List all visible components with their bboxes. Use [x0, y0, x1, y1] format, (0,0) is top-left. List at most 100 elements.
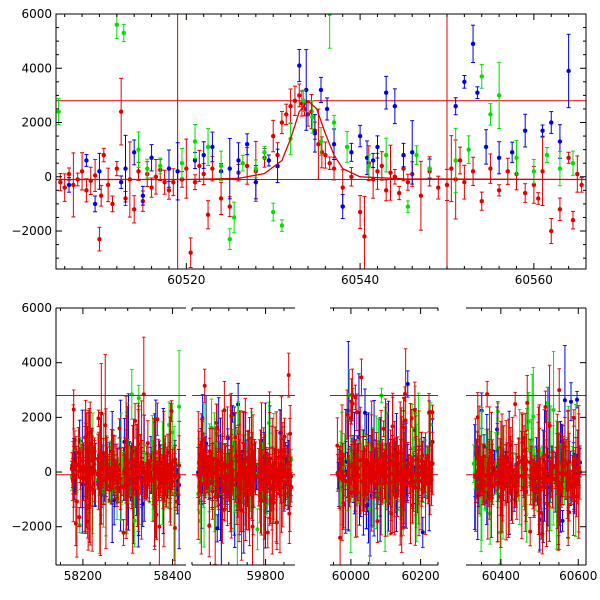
top-point-s0-32 [197, 149, 202, 182]
bottom-point-902 [172, 453, 177, 472]
top-xtick-label: 60540 [341, 273, 379, 287]
bottom-point-1515 [473, 451, 478, 504]
top-point-s1-35 [401, 142, 406, 168]
top-point-s1-7 [140, 185, 146, 206]
top-point-s2-12 [240, 154, 246, 172]
bottom-panel: −2000 0 2000 4000 6000 58200 58400 59800 60000 60… [11, 301, 597, 583]
top-point-s1-34 [392, 88, 398, 125]
bottom-point-900 [101, 451, 106, 482]
top-point-s0-77 [444, 168, 450, 201]
bottom-point-386 [77, 517, 82, 534]
bottom-point-1021 [286, 352, 291, 398]
bottom-point-1547 [538, 458, 543, 480]
bottom-point-1086 [265, 516, 270, 549]
top-point-s0-15 [118, 77, 124, 146]
bottom-xtick-label: 60200 [401, 569, 439, 583]
top-point-s1-38 [453, 97, 458, 116]
top-point-s2-30 [466, 135, 471, 164]
top-ytick-label: 6000 [21, 7, 52, 21]
bottom-point-1078 [257, 439, 262, 503]
bottom-point-1546 [573, 470, 578, 487]
top-point-s1-0 [66, 177, 72, 193]
bottom-xtick-label: 60400 [482, 569, 520, 583]
top-point-s1-43 [496, 141, 502, 175]
bottom-point-917 [104, 435, 109, 485]
bottom-point-846 [73, 500, 78, 547]
top-point-s1-5 [123, 134, 128, 203]
top-point-s0-72 [405, 173, 411, 191]
top-point-s0-34 [205, 200, 211, 230]
top-point-s0-94 [566, 151, 571, 164]
bottom-point-1136 [225, 406, 230, 527]
bottom-point-1194 [338, 506, 343, 565]
bottom-point-1558 [567, 432, 572, 491]
bottom-point-1518 [514, 464, 519, 520]
top-point-s0-74 [418, 160, 424, 231]
bottom-point-866 [105, 446, 110, 491]
bottom-point-1134 [229, 434, 234, 539]
bottom-point-1520 [577, 448, 582, 486]
top-point-s0-25 [162, 169, 167, 195]
bottom-ytick-label: 0 [44, 465, 52, 479]
bottom-point-1554 [520, 413, 525, 472]
bottom-point-1340 [389, 506, 394, 522]
bottom-xtick-label: 60000 [332, 569, 370, 583]
top-point-s2-5 [158, 157, 163, 175]
bottom-point-1320 [401, 396, 406, 458]
top-point-s0-22 [149, 177, 154, 198]
top-point-s0-85 [496, 184, 502, 197]
bottom-point-1309 [358, 406, 363, 514]
bottom-point-1384 [557, 368, 562, 413]
bottom-point-890 [88, 412, 93, 454]
top-point-s0-69 [392, 169, 398, 185]
top-point-s0-1 [62, 173, 67, 202]
top-point-s1-49 [566, 33, 571, 109]
top-point-s0-31 [192, 174, 198, 191]
top-point-s1-47 [549, 111, 554, 134]
bottom-point-897 [156, 438, 161, 502]
bottom-ytick-label: −2000 [11, 520, 52, 534]
top-point-s0-56 [323, 141, 328, 169]
bottom-point-904 [134, 424, 139, 480]
bottom-point-892 [176, 474, 181, 495]
bottom-point-916 [125, 406, 130, 526]
top-point-s2-2 [121, 23, 126, 43]
top-point-s0-18 [131, 195, 137, 224]
top-point-s1-25 [324, 97, 330, 121]
bottom-point-703 [471, 444, 476, 483]
bottom-point-889 [161, 410, 166, 548]
top-point-s0-37 [227, 196, 232, 217]
top-point-s1-2 [92, 195, 98, 213]
bottom-point-1523 [493, 475, 498, 492]
top-point-s0-57 [327, 156, 332, 170]
top-point-s0-0 [58, 173, 63, 192]
top-point-s1-15 [227, 137, 232, 200]
bottom-point-1063 [236, 433, 241, 489]
bottom-point-1544 [523, 462, 528, 523]
top-point-s0-11 [101, 147, 106, 163]
bottom-point-1073 [261, 456, 266, 503]
bottom-xtick-label: 58400 [153, 569, 191, 583]
top-point-s0-93 [557, 197, 563, 222]
bottom-point-929 [126, 458, 131, 480]
top-point-s1-36 [410, 120, 415, 185]
top-point-s2-33 [496, 61, 502, 130]
top-point-s0-88 [522, 183, 528, 203]
top-point-s0-62 [362, 195, 367, 269]
top-point-s0-76 [436, 175, 441, 200]
bottom-point-1338 [390, 392, 395, 533]
bottom-point-1507 [540, 513, 545, 555]
top-point-s2-19 [310, 100, 315, 134]
top-point-s2-11 [231, 201, 237, 234]
top-panel: −2000 0 2000 4000 6000 60520 60540 60560 [11, 7, 587, 287]
bottom-point-919 [145, 420, 150, 467]
top-point-s1-46 [540, 124, 545, 137]
bottom-point-1485 [564, 439, 569, 489]
bottom-point-273 [568, 382, 573, 422]
top-point-s0-52 [309, 94, 314, 130]
top-point-s0-80 [457, 146, 463, 175]
bottom-point-1556 [543, 390, 548, 424]
top-ytick-label: 0 [44, 170, 52, 184]
top-point-s2-9 [218, 150, 224, 182]
top-point-s1-29 [357, 124, 363, 148]
